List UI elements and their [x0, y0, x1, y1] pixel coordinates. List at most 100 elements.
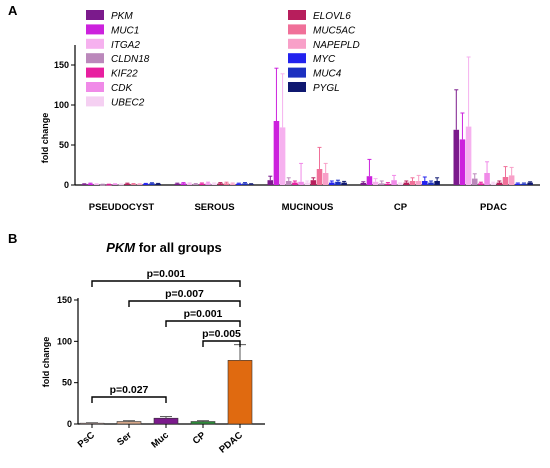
panel-a-category-label: CP — [394, 202, 408, 213]
legend-swatch-muc5ac — [288, 24, 306, 35]
panel-a-bar-pkm — [174, 183, 181, 185]
panel-a-bar-myc — [329, 182, 335, 185]
panel-a-bar-cldn18 — [99, 184, 106, 186]
legend-label-muc4: MUC4 — [313, 69, 342, 80]
panel-a-bar-elovl6 — [124, 183, 131, 185]
panel-a-bar-muc1 — [273, 121, 280, 185]
panel-a-bar-ubec2 — [490, 183, 496, 185]
panel-a-bar-elovl6 — [217, 183, 224, 185]
panel-a-bar-myc — [422, 181, 428, 185]
panel-a-bar-ubec2 — [397, 183, 403, 185]
panel-a-bar-napepld — [322, 173, 329, 185]
panel-b-title: PKM for all groups — [106, 240, 222, 255]
panel-a-bar-muc4 — [335, 181, 341, 185]
panel-a-bar-itga2 — [93, 184, 100, 185]
panel-a-bar-cldn18 — [285, 181, 292, 185]
legend-label-cdk: CDK — [111, 83, 133, 94]
panel-a-bar-pygl — [527, 182, 533, 185]
panel-a-bar-muc1 — [366, 176, 373, 185]
panel-a-label: A — [8, 3, 18, 18]
panel-b-y-tick-label: 0 — [67, 419, 72, 429]
legend-swatch-kif22 — [86, 67, 104, 78]
panel-b-y-tick-label: 150 — [57, 295, 72, 305]
panel-a-bar-pkm — [453, 129, 460, 185]
panel-a-y-tick-label: 0 — [64, 180, 69, 190]
panel-a-bar-napepld — [229, 183, 236, 185]
significance-bracket — [202, 340, 241, 347]
panel-a-bar-napepld — [415, 181, 422, 185]
panel-a-bar-pygl — [248, 184, 254, 185]
legend-label-elovl6: ELOVL6 — [313, 11, 351, 22]
panel-a-bar-pkm — [360, 183, 367, 185]
panel-a-bar-elovl6 — [403, 182, 410, 185]
panel-a-legend: PKM MUC1 ITGA2 CLDN18 KIF22 CDK UBEC2 ELOVL6 MUC… — [86, 10, 360, 108]
panel-b-bar — [116, 421, 142, 425]
panel-a-category-label: SEROUS — [194, 202, 234, 213]
panel-a-y-tick-label: 150 — [54, 60, 69, 70]
panel-b-label: B — [8, 231, 17, 246]
panel-a-bar-elovl6 — [310, 180, 317, 185]
legend-swatch-muc4 — [288, 67, 306, 78]
panel-a-bar-pkm — [81, 184, 88, 185]
panel-a-y-tick-label: 100 — [54, 100, 69, 110]
panel-b-title-gene: PKM — [106, 240, 136, 255]
panel-b-plot-area: 0 50 100 150 PsC Ser Muc CP PDAC p=0.001 p=0.007 p=… — [57, 268, 265, 456]
panel-a-bar-muc1 — [459, 139, 466, 185]
panel-b-bar — [227, 360, 253, 425]
panel-b-bar — [153, 417, 179, 425]
panel-b-y-tick-label: 100 — [57, 336, 72, 346]
legend-swatch-napepld — [288, 38, 306, 49]
chart-panel-a: A fold change PKM MUC1 ITGA2 CLDN18 KIF22 CDK… — [8, 3, 540, 213]
panel-a-bar-muc5ac — [316, 169, 323, 185]
panel-a-y-tick-label: 50 — [59, 140, 69, 150]
legend-label-napepld: NAPEPLD — [313, 40, 360, 51]
panel-a-bar-cdk — [391, 180, 397, 185]
legend-swatch-pkm — [86, 10, 104, 20]
panel-a-bar-muc4 — [242, 183, 248, 185]
significance-bracket — [91, 396, 167, 403]
panel-a-bar-muc4 — [521, 183, 527, 185]
panel-a-bar-pygl — [155, 183, 161, 185]
legend-swatch-pygl — [288, 82, 306, 92]
panel-a-bar-napepld — [508, 175, 515, 185]
legend-label-myc: MYC — [313, 54, 336, 65]
panel-a-bar-myc — [515, 183, 521, 185]
panel-b-y-tick-label: 50 — [62, 378, 72, 388]
panel-a-category-label: PSEUDOCYST — [89, 202, 155, 213]
panel-a-bar-cldn18 — [471, 178, 478, 185]
significance-label: p=0.001 — [184, 308, 223, 320]
legend-swatch-muc1 — [86, 24, 104, 35]
panel-a-bar-muc4 — [428, 182, 434, 185]
panel-a-bar-ubec2 — [211, 183, 217, 185]
panel-a-bar-itga2 — [279, 127, 286, 185]
significance-label: p=0.005 — [202, 328, 241, 340]
significance-label: p=0.001 — [147, 268, 186, 280]
panel-a-bar-pygl — [341, 182, 347, 185]
legend-swatch-itga2 — [86, 38, 104, 49]
legend-label-pygl: PYGL — [313, 83, 340, 94]
panel-b-x-tick-label: PDAC — [217, 430, 245, 456]
legend-swatch-cldn18 — [86, 53, 104, 64]
panel-a-bar-kif22 — [478, 183, 484, 185]
legend-swatch-myc — [288, 53, 306, 64]
panel-a-bar-itga2 — [465, 126, 472, 185]
panel-a-plot-area: 0 50 100 150 PSEUDOCYST SEROUS MUCINOUS CP PDAC — [54, 45, 540, 213]
legend-label-cldn18: CLDN18 — [111, 54, 150, 65]
significance-bracket — [165, 320, 241, 327]
legend-label-muc5ac: MUC5AC — [313, 25, 356, 36]
panel-a-bar-cldn18 — [192, 184, 199, 185]
panel-a-bar-elovl6 — [496, 182, 503, 185]
legend-label-ubec2: UBEC2 — [111, 97, 145, 108]
significance-bracket — [128, 300, 241, 307]
panel-a-bar-kif22 — [199, 183, 205, 185]
panel-b-x-tick-label: CP — [191, 429, 209, 446]
legend-label-muc1: MUC1 — [111, 25, 139, 36]
panel-b-x-tick-label: Ser — [115, 430, 134, 448]
panel-a-bar-kif22 — [106, 184, 112, 186]
panel-a-bar-muc5ac — [502, 177, 509, 185]
panel-a-bar-cldn18 — [378, 183, 385, 185]
panel-a-bar-pkm — [267, 180, 274, 185]
legend-label-itga2: ITGA2 — [111, 40, 140, 51]
legend-swatch-elovl6 — [288, 10, 306, 20]
